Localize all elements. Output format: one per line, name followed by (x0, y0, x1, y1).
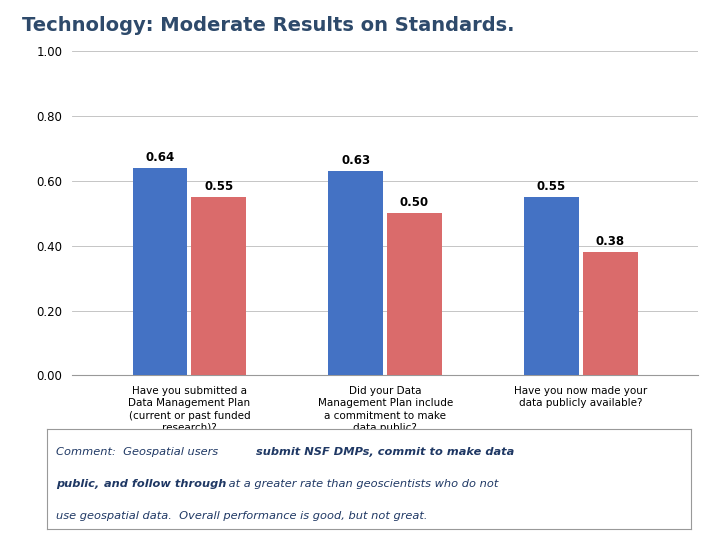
Bar (387, 213, 442, 375)
Text: 0.64: 0.64 (145, 151, 175, 164)
Bar (583, 252, 638, 375)
Text: 0.55: 0.55 (537, 180, 566, 193)
Text: 0.63: 0.63 (341, 154, 370, 167)
Bar (524, 197, 579, 375)
Text: at a greater rate than geoscientists who do not: at a greater rate than geoscientists who… (225, 480, 498, 489)
Bar (192, 197, 246, 375)
Text: 0.38: 0.38 (595, 235, 625, 248)
Text: Comment:  Geospatial users submit NSF DMPs, commit to make data: Comment: Geospatial users submit NSF DMP… (56, 447, 452, 457)
Bar (328, 171, 383, 375)
Text: Technology: Moderate Results on Standards.: Technology: Moderate Results on Standard… (22, 16, 514, 35)
Text: public,: public, (56, 480, 104, 489)
Text: 0.50: 0.50 (400, 197, 429, 210)
Text: submit NSF DMPs, commit to make data: submit NSF DMPs, commit to make data (256, 447, 515, 457)
Text: use geospatial data.  Overall performance is good, but not great.: use geospatial data. Overall performance… (56, 511, 428, 521)
Text: and follow through: and follow through (104, 480, 226, 489)
Text: 0.55: 0.55 (204, 180, 233, 193)
Text: Comment:  Geospatial users: Comment: Geospatial users (56, 447, 222, 457)
Bar (132, 168, 187, 375)
